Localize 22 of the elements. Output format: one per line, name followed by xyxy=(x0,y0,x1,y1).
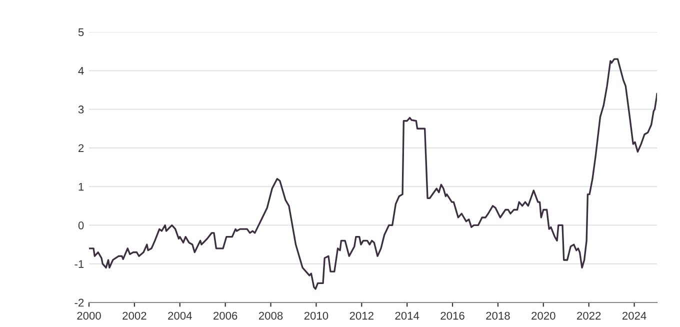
x-tick-label: 2006 xyxy=(214,312,238,320)
x-tick-label: 2010 xyxy=(304,312,328,320)
y-tick-label: 4 xyxy=(78,67,84,75)
x-tick-label: 2024 xyxy=(622,312,646,320)
y-tick-label: 2 xyxy=(78,144,84,152)
x-tick-label: 2008 xyxy=(258,312,283,320)
x-tick-label: 2002 xyxy=(122,312,146,320)
x-tick-label: 2004 xyxy=(168,312,192,320)
y-tick-label: 5 xyxy=(78,28,84,36)
y-tick-label: 3 xyxy=(78,106,84,114)
x-tick-label: 2022 xyxy=(577,312,601,320)
x-tick-label: 2018 xyxy=(486,312,510,320)
y-tick-label: 1 xyxy=(78,182,84,191)
x-tick-label: 2014 xyxy=(395,312,420,320)
x-tick-label: 2012 xyxy=(350,312,374,320)
x-tick-label: 2016 xyxy=(440,312,464,320)
line-series xyxy=(89,58,657,290)
x-tick-label: 2020 xyxy=(532,312,556,320)
y-tick-label: -1 xyxy=(74,260,84,268)
y-tick-label: 0 xyxy=(78,221,84,230)
x-tick-label: 2000 xyxy=(77,312,101,320)
y-tick-label: -2 xyxy=(74,298,84,307)
